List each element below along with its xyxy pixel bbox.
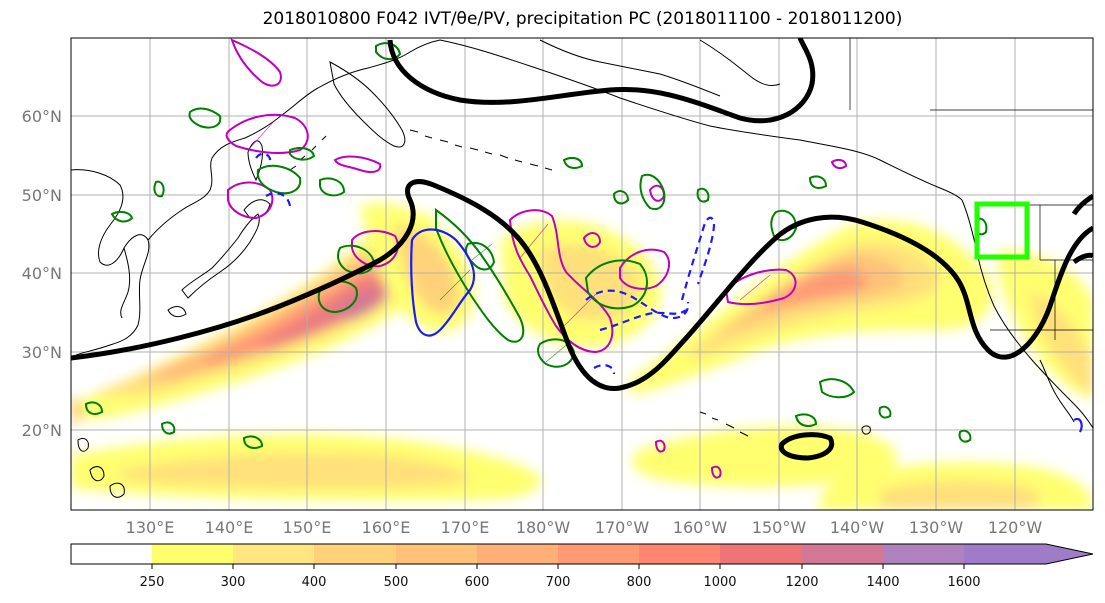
colorbar-tick-label: 500 — [384, 575, 409, 590]
lon-label: 140°E — [205, 518, 254, 537]
colorbar-tick-label: 1600 — [947, 575, 980, 590]
lon-label: 130°W — [909, 518, 964, 537]
longitude-labels: 130°E 140°E 150°E 160°E 170°E 180°W 170°… — [126, 518, 1043, 537]
colorbar-segment — [883, 544, 964, 564]
map-frame — [70, 37, 1094, 511]
lon-label: 150°E — [283, 518, 332, 537]
colorbar: 250 300 400 500 600 700 800 1000 1200 14… — [70, 543, 1094, 590]
colorbar-tick-label: 700 — [546, 575, 571, 590]
ivt-shading — [71, 202, 1093, 510]
lon-label: 170°E — [441, 518, 490, 537]
theta-e-contours — [71, 38, 1093, 461]
colorbar-tick-label: 1400 — [866, 575, 899, 590]
lat-label: 40°N — [22, 264, 62, 283]
pv-positive-hatching — [439, 243, 571, 363]
lon-label: 160°E — [362, 518, 411, 537]
colorbar-segment — [233, 544, 314, 564]
pv-negative-contours — [255, 152, 1083, 433]
colorbar-segment — [152, 544, 233, 564]
latitude-labels: 60°N 50°N 40°N 30°N 20°N — [22, 107, 62, 440]
graticule — [71, 38, 1093, 510]
colorbar-segment — [477, 544, 558, 564]
lon-label: 170°W — [595, 518, 650, 537]
lat-label: 60°N — [22, 107, 62, 126]
colorbar-segment — [314, 544, 396, 564]
colorbar-segment — [964, 544, 1046, 564]
lon-label: 130°E — [126, 518, 175, 537]
lat-label: 30°N — [22, 343, 62, 362]
colorbar-segment — [396, 544, 477, 564]
colorbar-segment — [639, 544, 720, 564]
colorbar-extend-arrow — [1046, 544, 1093, 564]
colorbar-segment — [71, 544, 152, 564]
colorbar-tick-label: 300 — [221, 575, 246, 590]
colorbar-outline — [70, 543, 1094, 565]
lon-label: 120°W — [988, 518, 1043, 537]
colorbar-segment — [558, 544, 639, 564]
precip-pc-contours — [225, 38, 848, 479]
colorbar-segment — [720, 544, 802, 564]
colorbar-tick-label: 800 — [627, 575, 652, 590]
colorbar-tick-label: 1000 — [703, 575, 736, 590]
map-title: 2018010800 F042 IVT/θe/PV, precipitation… — [262, 9, 903, 29]
region-box — [974, 201, 1030, 260]
colorbar-tick-label: 400 — [302, 575, 327, 590]
map-panel — [71, 38, 1093, 510]
lon-label: 150°W — [752, 518, 807, 537]
borders — [849, 38, 1093, 340]
colorbar-tick-label: 600 — [465, 575, 490, 590]
colorbar-segment — [802, 544, 883, 564]
lon-label: 180°W — [516, 518, 571, 537]
lat-label: 20°N — [22, 421, 62, 440]
precip-pc-hatching — [249, 119, 771, 331]
lon-label: 140°W — [830, 518, 885, 537]
lat-label: 50°N — [22, 186, 62, 205]
colorbar-tick-label: 250 — [140, 575, 165, 590]
lon-label: 160°W — [673, 518, 728, 537]
colorbar-tick-label: 1200 — [785, 575, 818, 590]
